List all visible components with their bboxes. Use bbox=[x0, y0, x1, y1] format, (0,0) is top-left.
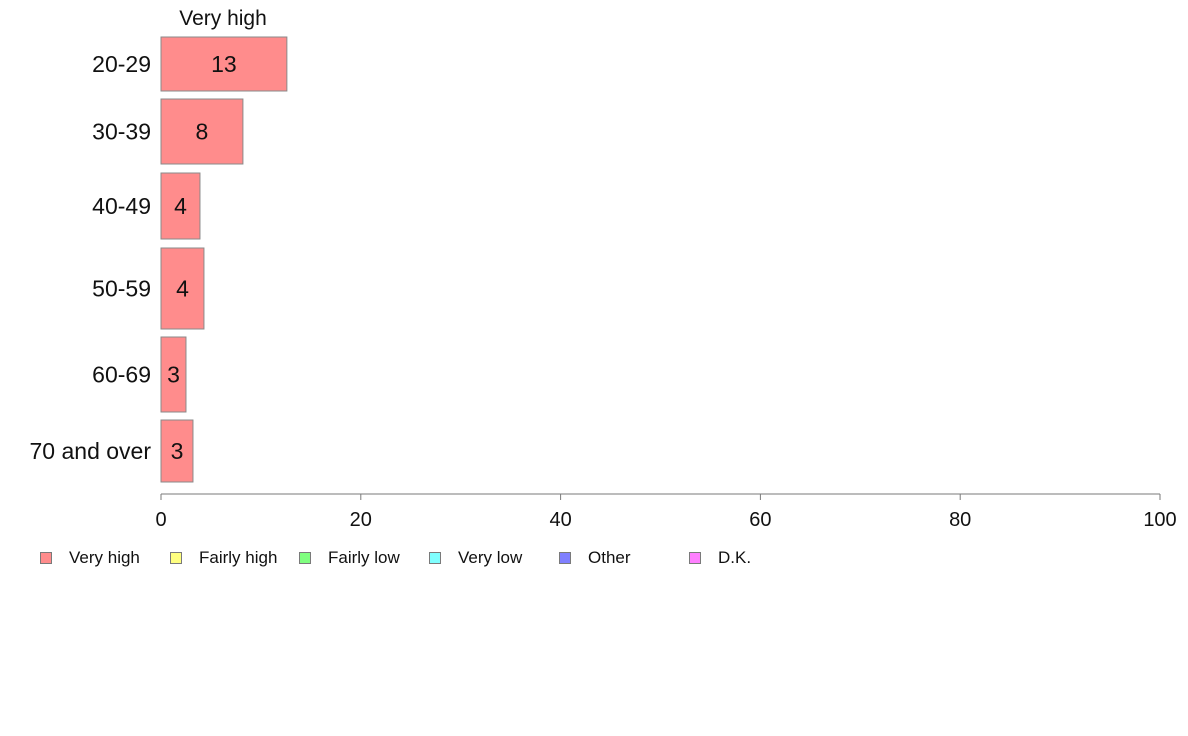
legend-swatch bbox=[40, 552, 52, 564]
data-label: 3 bbox=[167, 362, 180, 388]
legend-swatch bbox=[559, 552, 571, 564]
x-axis: 0 20 40 60 80 100 bbox=[155, 493, 1177, 531]
legend-label: Fairly low bbox=[328, 548, 400, 567]
legend-item: Other bbox=[559, 548, 631, 568]
data-label: 3 bbox=[171, 438, 184, 464]
category-label: 20-29 bbox=[92, 51, 151, 77]
legend-swatch bbox=[299, 552, 311, 564]
category-label: 40-49 bbox=[92, 193, 151, 219]
category-label: 70 and over bbox=[30, 438, 152, 464]
bar-50-59 bbox=[160, 247, 205, 330]
legend-label: Very low bbox=[458, 548, 523, 567]
legend-label: Very high bbox=[69, 548, 140, 567]
legend-label: Fairly high bbox=[199, 548, 278, 567]
x-tick-label: 80 bbox=[949, 509, 971, 531]
bar-30-39 bbox=[160, 98, 244, 165]
legend-item: Very high bbox=[40, 548, 140, 568]
legend: Very high Fairly high Fairly low Very low Ot… bbox=[40, 548, 800, 568]
legend-item: D.K. bbox=[689, 548, 751, 568]
y-axis-labels: 20-29 30-39 40-49 50-59 60-69 70 and over bbox=[30, 51, 152, 464]
data-label: 13 bbox=[211, 51, 237, 77]
x-tick-label: 60 bbox=[749, 509, 771, 531]
x-tick-label: 0 bbox=[155, 509, 166, 531]
legend-label: D.K. bbox=[718, 548, 752, 567]
legend-item: Fairly high bbox=[170, 548, 277, 568]
bar-40-49 bbox=[160, 172, 201, 240]
legend-item: Very low bbox=[429, 548, 522, 568]
data-label: 8 bbox=[196, 119, 209, 145]
segment-header: Very high bbox=[179, 7, 267, 30]
category-label: 30-39 bbox=[92, 119, 151, 145]
data-label: 4 bbox=[176, 276, 189, 302]
legend-label: Other bbox=[588, 548, 631, 567]
legend-swatch bbox=[170, 552, 182, 564]
data-label: 4 bbox=[174, 193, 187, 219]
bar-60-69 bbox=[160, 336, 187, 413]
legend-swatch bbox=[429, 552, 441, 564]
bars-group: 13 8 4 4 3 3 bbox=[160, 36, 288, 483]
legend-swatch bbox=[689, 552, 701, 564]
bar-20-29 bbox=[160, 36, 288, 92]
bar-70-and-over bbox=[160, 419, 194, 483]
x-tick-label: 40 bbox=[549, 509, 571, 531]
category-label: 60-69 bbox=[92, 362, 151, 388]
category-label: 50-59 bbox=[92, 276, 151, 302]
x-tick-label: 100 bbox=[1143, 509, 1176, 531]
legend-item: Fairly low bbox=[299, 548, 400, 568]
x-tick-label: 20 bbox=[350, 509, 372, 531]
